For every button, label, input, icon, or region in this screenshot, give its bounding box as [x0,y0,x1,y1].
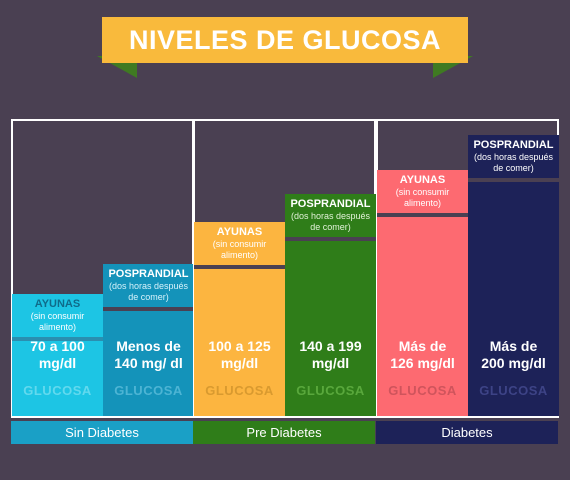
bar-note-line: de comer) [128,292,169,302]
bar-ayunas: AYUNAS (sin consumir alimento) Más de 126 mg… [377,170,468,416]
bar-posprandial: POSPRANDIAL (dos horas después de comer) Má… [468,135,559,416]
bar-footer-label: GLUCOSA [23,383,92,398]
bar-value: 140 a 199 mg/dl [285,338,376,372]
bar-value-line: mg/dl [38,355,77,371]
bar-posprandial: POSPRANDIAL (dos horas después de comer) 14… [285,194,376,416]
bar-note-line: alimento) [403,198,441,208]
bar-caption: POSPRANDIAL (dos horas después de comer) [103,264,194,303]
bar-value: 100 a 125 mg/dl [194,338,285,372]
bar-value-line: 126 mg/dl [390,355,455,371]
bar-note: (sin consumir alimento) [12,311,103,333]
bar-kind-label: POSPRANDIAL [473,139,554,151]
bar-value: Más de 200 mg/dl [468,338,559,372]
bar-value-line: 140 a 199 [299,338,362,354]
bar-footer-label: GLUCOSA [296,383,365,398]
bar-value-line: 100 a 125 [208,338,271,354]
bar-caption: AYUNAS (sin consumir alimento) [12,294,103,333]
bar-divider [103,307,194,311]
bar-kind-label: AYUNAS [399,174,446,186]
category-label-1: Pre Diabetes [193,421,375,444]
bar-kind-label: AYUNAS [216,226,263,238]
bar-note-line: de comer) [310,222,351,232]
bar-note: (dos horas después de comer) [103,281,194,303]
bar-divider [377,213,468,217]
bar-note-line: (sin consumir [30,311,85,321]
bar-value-line: 140 mg/ dl [114,355,183,371]
bar-note-line: (dos horas después [473,152,554,162]
bar-note: (dos horas después de comer) [285,211,376,233]
title-ribbon: NIVELES DE GLUCOSA [102,17,468,63]
bar-value-line: mg/dl [220,355,259,371]
bar-footer-label: GLUCOSA [114,383,183,398]
bar-value-line: 70 a 100 [30,338,85,354]
bar-caption: AYUNAS (sin consumir alimento) [194,222,285,261]
bar-kind-label: AYUNAS [34,298,81,310]
bar-caption: POSPRANDIAL (dos horas después de comer) [285,194,376,233]
bar-value-line: Menos de [116,338,181,354]
bar-value-line: Más de [398,338,447,354]
bar-value: Más de 126 mg/dl [377,338,468,372]
bar-ayunas: AYUNAS (sin consumir alimento) 100 a 125 mg/… [194,222,285,416]
bar-note-line: de comer) [493,163,534,173]
bar-note-line: (dos horas después [290,211,371,221]
category-label-2: Diabetes [376,421,558,444]
bar-ayunas: AYUNAS (sin consumir alimento) 70 a 100 mg/d… [12,294,103,416]
bar-value-line: mg/dl [311,355,350,371]
bar-caption: POSPRANDIAL (dos horas después de comer) [468,135,559,174]
bar-caption: AYUNAS (sin consumir alimento) [377,170,468,209]
bar-value-line: 200 mg/dl [481,355,546,371]
bar-note: (dos horas después de comer) [468,152,559,174]
bar-note: (sin consumir alimento) [377,187,468,209]
bar-value: Menos de 140 mg/ dl [103,338,194,372]
bar-kind-label: POSPRANDIAL [290,198,371,210]
bar-note-line: (dos horas después [108,281,189,291]
page-title: NIVELES DE GLUCOSA [128,24,442,55]
bar-value: 70 a 100 mg/dl [12,338,103,372]
bar-divider [194,265,285,269]
bar-kind-label: POSPRANDIAL [108,268,189,280]
bar-divider [468,178,559,182]
bar-footer-label: GLUCOSA [388,383,457,398]
bar-footer-label: GLUCOSA [479,383,548,398]
bar-note-line: (sin consumir [395,187,450,197]
bar-posprandial: POSPRANDIAL (dos horas después de comer) Me… [103,264,194,416]
bar-value-line: Más de [489,338,538,354]
bar-note-line: alimento) [220,250,258,260]
category-label-0: Sin Diabetes [11,421,193,444]
bar-divider [12,337,103,341]
bar-footer-label: GLUCOSA [205,383,274,398]
bar-note: (sin consumir alimento) [194,239,285,261]
bar-note-line: (sin consumir [212,239,267,249]
bar-note-line: alimento) [38,322,76,332]
bar-divider [285,237,376,241]
